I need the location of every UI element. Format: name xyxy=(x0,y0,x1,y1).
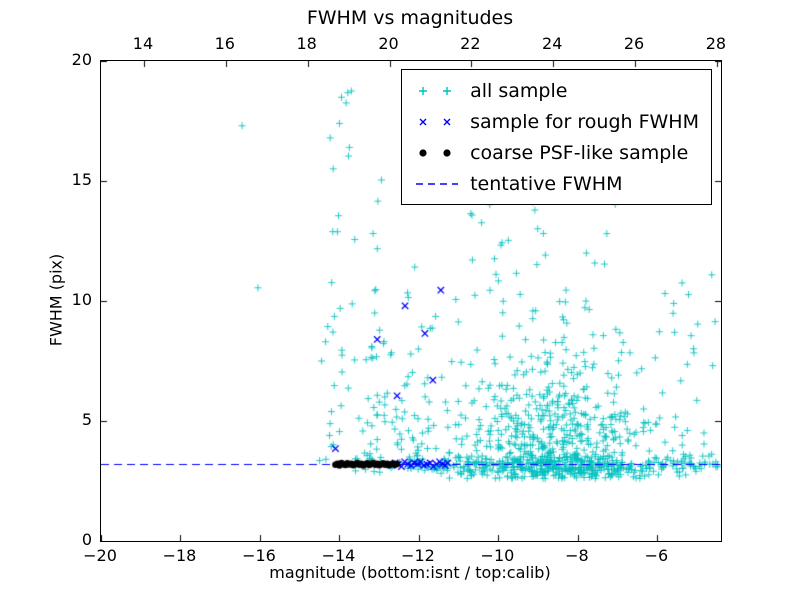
x-bottom-tick-label: −20 xyxy=(83,546,117,565)
plot-area: all sample sample for rough FWHM coarse … xyxy=(100,60,722,542)
legend-item-psf-sample: coarse PSF-like sample xyxy=(414,137,699,168)
x-top-tick-label: 24 xyxy=(542,34,563,53)
x-bottom-tick-label: −8 xyxy=(565,546,589,565)
y-tick-label: 5 xyxy=(81,410,92,429)
x-top-tick-label: 20 xyxy=(378,34,399,53)
y-tick-label: 15 xyxy=(71,170,92,189)
legend-item-tentative-fwhm: tentative FWHM xyxy=(414,168,699,199)
legend: all sample sample for rough FWHM coarse … xyxy=(401,69,712,205)
y-tick-label: 0 xyxy=(81,530,92,549)
plus-markers-icon xyxy=(414,83,460,99)
legend-item-rough-fwhm: sample for rough FWHM xyxy=(414,106,699,137)
dashed-line-icon xyxy=(414,176,460,192)
y-tick-label: 10 xyxy=(71,290,92,309)
x-bottom-tick-label: −10 xyxy=(480,546,515,565)
x-bottom-tick-label: −14 xyxy=(321,546,356,565)
legend-label: coarse PSF-like sample xyxy=(470,141,689,164)
legend-label: all sample xyxy=(470,79,568,102)
legend-label: tentative FWHM xyxy=(470,172,623,195)
dot-markers-icon xyxy=(414,145,460,161)
chart-title: FWHM vs magnitudes xyxy=(306,7,514,29)
x-top-tick-label: 18 xyxy=(296,34,317,53)
x-axis-label: magnitude (bottom:isnt / top:calib) xyxy=(269,563,551,582)
x-top-tick-label: 26 xyxy=(623,34,645,53)
x-bottom-tick-label: −6 xyxy=(644,546,669,565)
legend-item-all-sample: all sample xyxy=(414,75,699,106)
x-top-tick-label: 28 xyxy=(705,34,727,53)
y-tick-label: 20 xyxy=(71,50,92,69)
cross-markers-icon xyxy=(414,114,460,130)
x-top-tick-label: 14 xyxy=(132,34,154,53)
x-bottom-tick-label: −12 xyxy=(401,546,435,565)
x-bottom-tick-label: −18 xyxy=(162,546,197,565)
x-top-tick-label: 22 xyxy=(460,34,481,53)
x-top-tick-label: 16 xyxy=(214,34,235,53)
x-bottom-tick-label: −16 xyxy=(242,546,276,565)
legend-label: sample for rough FWHM xyxy=(470,110,699,133)
